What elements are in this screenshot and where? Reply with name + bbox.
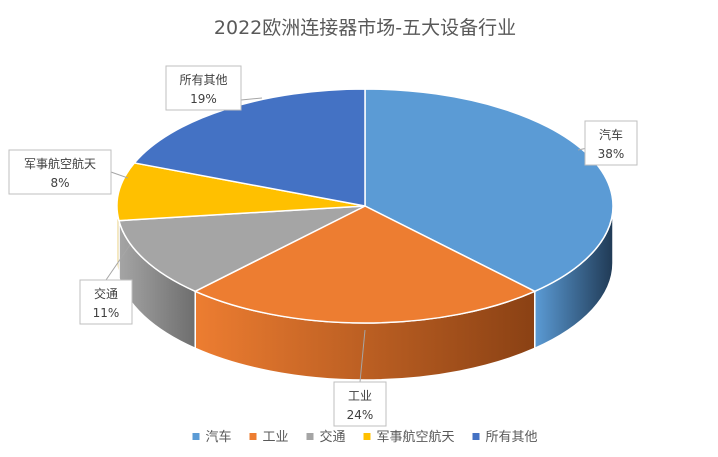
leader-line <box>240 97 263 101</box>
data-labels: 汽车 38% 工业 24% 交通 11% 军事航空航天 8% 所有其他 19% <box>8 65 638 427</box>
label-category: 汽车 <box>599 127 623 142</box>
data-label-工业: 工业 24% <box>333 329 387 427</box>
label-box <box>8 149 112 195</box>
legend-swatch <box>363 433 371 440</box>
legend-label: 工业 <box>263 430 289 445</box>
leader-line <box>110 171 129 179</box>
label-category: 工业 <box>348 389 372 403</box>
legend-swatch <box>249 433 257 440</box>
legend-item-工业: 工业 <box>249 430 289 445</box>
legend-item-汽车: 汽车 <box>192 429 232 445</box>
legend-swatch <box>472 433 480 440</box>
leader-line <box>105 244 131 281</box>
legend-swatch <box>192 433 200 440</box>
legend: 汽车 工业 交通 军事航空航天 所有其他 <box>192 429 538 445</box>
legend-label: 所有其他 <box>486 430 538 445</box>
label-percent: 38% <box>598 147 625 161</box>
label-category: 所有其他 <box>179 73 227 87</box>
legend-item-交通: 交通 <box>306 429 346 445</box>
data-label-汽车: 汽车 38% <box>577 120 638 166</box>
label-box <box>333 381 387 427</box>
label-category: 交通 <box>94 286 118 301</box>
data-label-交通: 交通 11% <box>79 244 133 325</box>
label-category: 军事航空航天 <box>24 156 96 171</box>
label-percent: 19% <box>190 92 217 106</box>
legend-label: 军事航空航天 <box>377 429 455 445</box>
label-percent: 11% <box>93 306 120 320</box>
label-box <box>79 279 133 325</box>
label-box <box>165 65 242 111</box>
legend-label: 交通 <box>320 429 346 445</box>
slice-军事航空航天 <box>116 162 366 222</box>
legend-item-军事航空航天: 军事航空航天 <box>363 429 455 445</box>
legend-swatch <box>306 433 314 440</box>
pie-tops <box>116 88 614 324</box>
data-label-所有其他: 所有其他 19% <box>165 65 263 111</box>
data-label-军事航空航天: 军事航空航天 8% <box>8 149 129 195</box>
slice-交通 <box>117 205 366 293</box>
chart-title: 2022欧洲连接器市场-五大设备行业 <box>214 17 516 39</box>
slice-工业 <box>193 205 537 324</box>
legend-label: 汽车 <box>206 429 232 445</box>
label-percent: 8% <box>50 176 69 190</box>
leader-line <box>359 329 366 383</box>
legend-item-所有其他: 所有其他 <box>472 430 538 445</box>
label-box <box>584 120 638 166</box>
label-percent: 24% <box>347 408 374 422</box>
